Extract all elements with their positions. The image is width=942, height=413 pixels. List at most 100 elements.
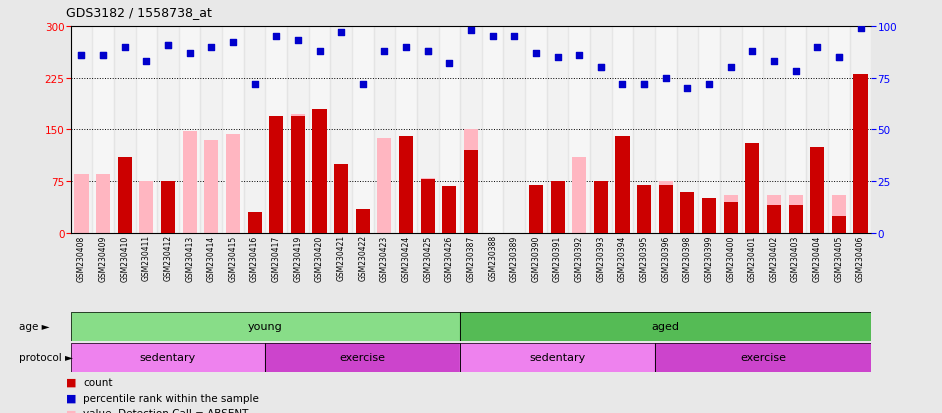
Bar <box>785 27 806 233</box>
Point <box>723 65 739 71</box>
Point <box>615 81 630 88</box>
Bar <box>378 138 392 233</box>
Point <box>593 65 609 71</box>
Bar <box>637 185 651 233</box>
Bar <box>546 27 568 233</box>
Bar <box>439 27 461 233</box>
Bar <box>611 27 633 233</box>
Bar <box>828 27 850 233</box>
Bar <box>356 209 370 233</box>
Point <box>73 52 89 59</box>
Bar <box>702 199 716 233</box>
Bar <box>183 131 197 233</box>
Bar <box>71 312 461 341</box>
Bar <box>71 343 266 372</box>
Bar <box>331 27 352 233</box>
Bar <box>763 27 785 233</box>
Bar <box>226 135 240 233</box>
Bar <box>633 27 655 233</box>
Text: sedentary: sedentary <box>140 352 196 362</box>
Bar <box>352 27 374 233</box>
Bar <box>334 164 349 233</box>
Bar <box>850 27 871 233</box>
Bar <box>568 27 590 233</box>
Point <box>745 48 760 55</box>
Bar <box>71 312 461 341</box>
Text: sedentary: sedentary <box>529 352 586 362</box>
Point <box>203 44 219 51</box>
Bar <box>461 312 871 341</box>
Point <box>182 50 197 57</box>
Text: protocol ►: protocol ► <box>19 352 73 362</box>
Bar <box>810 147 824 233</box>
Point <box>637 81 652 88</box>
Text: ■: ■ <box>66 408 76 413</box>
Bar <box>464 130 478 233</box>
Bar <box>655 343 871 372</box>
Point <box>138 59 154 65</box>
Bar <box>71 343 266 372</box>
Point <box>290 38 305 45</box>
Point <box>225 40 240 47</box>
Bar <box>136 27 157 233</box>
Point <box>398 44 414 51</box>
Point <box>702 81 717 88</box>
Bar <box>788 195 803 233</box>
Point <box>117 44 132 51</box>
Text: aged: aged <box>652 321 680 331</box>
Text: percentile rank within the sample: percentile rank within the sample <box>83 393 259 403</box>
Bar <box>244 27 266 233</box>
Bar <box>788 206 803 233</box>
Bar <box>723 195 738 233</box>
Text: value, Detection Call = ABSENT: value, Detection Call = ABSENT <box>83 408 249 413</box>
Bar <box>417 27 439 233</box>
Point <box>463 28 479 34</box>
Bar <box>590 27 611 233</box>
Point <box>420 48 435 55</box>
Bar <box>461 343 655 372</box>
Bar <box>680 192 694 233</box>
Point <box>832 55 847 61</box>
Bar <box>461 312 871 341</box>
Bar <box>525 27 546 233</box>
Bar <box>481 27 503 233</box>
Bar <box>745 144 759 233</box>
Bar <box>313 109 327 233</box>
Point <box>528 50 544 57</box>
Bar <box>179 27 201 233</box>
Bar <box>287 27 309 233</box>
Bar <box>741 27 763 233</box>
Bar <box>399 137 414 233</box>
Point <box>377 48 392 55</box>
Point <box>160 42 175 49</box>
Bar <box>161 182 175 233</box>
Bar <box>291 115 305 233</box>
Point <box>788 69 804 76</box>
Point <box>550 55 565 61</box>
Bar <box>266 343 461 372</box>
Bar <box>461 343 655 372</box>
Text: count: count <box>83 377 112 387</box>
Point <box>593 65 609 71</box>
Point <box>95 52 110 59</box>
Bar <box>832 216 846 233</box>
Bar <box>266 343 461 372</box>
Bar <box>201 27 222 233</box>
Point <box>268 34 284 40</box>
Text: young: young <box>248 321 283 331</box>
Point <box>247 81 262 88</box>
Bar <box>92 27 114 233</box>
Bar <box>702 199 716 233</box>
Bar <box>615 137 629 233</box>
Point <box>572 52 587 59</box>
Bar <box>139 182 154 233</box>
Bar <box>680 192 694 233</box>
Bar <box>204 140 219 233</box>
Point <box>832 55 847 61</box>
Text: ■: ■ <box>66 393 76 403</box>
Point <box>333 30 349 36</box>
Bar <box>593 182 608 233</box>
Point <box>680 85 695 92</box>
Bar <box>291 116 305 233</box>
Bar <box>157 27 179 233</box>
